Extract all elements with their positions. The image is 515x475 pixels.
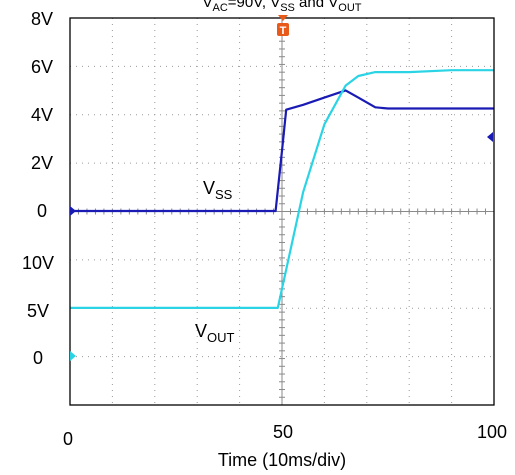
vout-trace-label: VOUT <box>195 321 235 345</box>
trigger-arrow-icon <box>278 15 288 21</box>
y-tick-2v: 2V <box>31 153 53 173</box>
x-axis-label: Time (10ms/div) <box>218 450 346 470</box>
trigger-marker: T <box>277 15 289 37</box>
trigger-badge <box>277 23 289 36</box>
x-tick-0: 0 <box>63 429 73 449</box>
trigger-label: T <box>280 25 287 37</box>
x-tick-100: 100 <box>477 422 507 442</box>
vout-ground-marker-icon <box>70 351 76 361</box>
vout-trace <box>70 69 494 309</box>
traces <box>70 69 494 309</box>
y-tick-5v: 5V <box>27 301 49 321</box>
x-tick-50: 50 <box>273 422 293 442</box>
y-tick-bottom-0: 0 <box>33 348 43 368</box>
y-tick-4v: 4V <box>31 105 53 125</box>
vss-reference-marker-icon <box>487 132 493 142</box>
chart-title: VAC=90V, VSS and VOUT <box>202 0 361 14</box>
y-tick-top-0: 0 <box>37 201 47 221</box>
vss-trace <box>70 89 494 213</box>
y-tick-10v: 10V <box>22 253 54 273</box>
y-tick-6v: 6V <box>31 57 53 77</box>
vss-trace-label: VSS <box>203 178 233 202</box>
vss-ground-marker-icon <box>70 206 76 216</box>
y-tick-8v: 8V <box>31 9 53 29</box>
